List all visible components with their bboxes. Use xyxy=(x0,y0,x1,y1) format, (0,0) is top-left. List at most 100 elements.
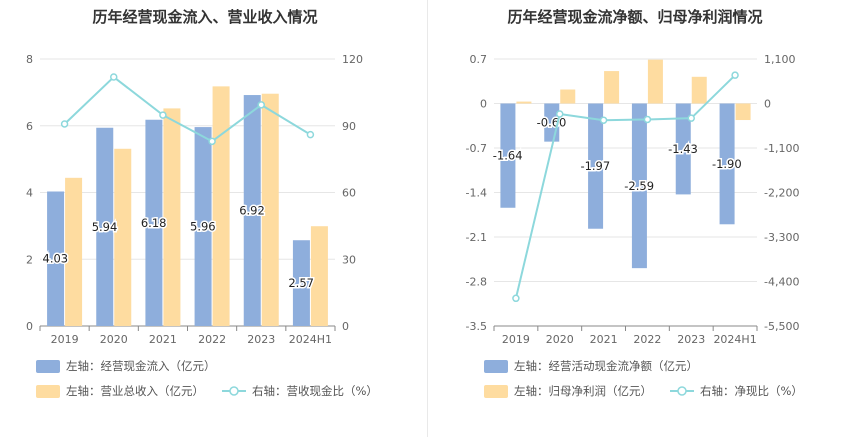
y-right-tick-label: -4,400 xyxy=(764,276,799,289)
bar-secondary xyxy=(212,86,230,327)
bar-data-label: 6.92 xyxy=(239,204,265,218)
bar-secondary xyxy=(735,103,751,121)
line-point xyxy=(643,115,652,124)
x-tick-label: 2024H1 xyxy=(713,333,756,346)
bar-secondary xyxy=(604,71,620,104)
bar-secondary xyxy=(65,177,83,326)
legend-label: 右轴：净现比（%） xyxy=(700,384,803,398)
y-right-tick-label: 1,100 xyxy=(764,53,796,66)
line-point xyxy=(599,116,608,124)
bar-secondary xyxy=(114,148,132,326)
x-tick-label: 2019 xyxy=(502,333,530,346)
line-point xyxy=(208,137,216,146)
bar-data-label: -2.59 xyxy=(624,179,654,193)
bar-data-label: 4.03 xyxy=(43,252,69,266)
bar-primary xyxy=(145,119,163,327)
legend-label: 左轴：经营活动现金流净额（亿元） xyxy=(514,359,698,373)
x-tick-label: 2021 xyxy=(590,333,618,346)
y-right-tick-label: 30 xyxy=(342,253,356,266)
y-right-tick-label: 60 xyxy=(342,187,356,200)
line-point xyxy=(257,101,265,109)
line-point xyxy=(556,110,564,118)
y-left-tick-label: -0.7 xyxy=(466,142,487,155)
y-left-tick-label: 2 xyxy=(26,253,33,266)
y-right-tick-label: 90 xyxy=(342,120,356,133)
y-right-tick-label: -5,500 xyxy=(764,320,799,333)
bar-data-label: 5.96 xyxy=(190,220,216,234)
line-point xyxy=(60,120,69,128)
x-tick-label: 2023 xyxy=(247,333,275,346)
y-left-tick-label: -1.4 xyxy=(466,187,487,200)
bar-data-label: 5.94 xyxy=(92,220,118,234)
y-left-tick-label: 6 xyxy=(26,120,33,133)
y-right-tick-label: 0 xyxy=(764,98,771,111)
legend-swatch-bar xyxy=(484,385,508,398)
x-tick-label: 2021 xyxy=(149,333,177,346)
bar-secondary xyxy=(310,226,328,326)
y-right-tick-label: -2,200 xyxy=(764,187,799,200)
bar-primary xyxy=(675,103,691,195)
line-series xyxy=(63,75,311,143)
line-series xyxy=(514,74,736,299)
bar-data-label: 2.57 xyxy=(288,276,314,290)
bar-primary xyxy=(588,103,604,229)
line-point xyxy=(306,130,315,139)
bar-data-label: -1.97 xyxy=(580,159,610,173)
y-right-tick-label: -3,300 xyxy=(764,231,799,244)
y-left-tick-label: 0 xyxy=(480,98,487,111)
bar-data-label: 6.18 xyxy=(141,216,167,230)
bar-data-label: -1.43 xyxy=(668,142,698,156)
bar-primary xyxy=(47,191,65,326)
x-tick-label: 2022 xyxy=(198,333,226,346)
bar-primary xyxy=(243,95,261,326)
bar-primary xyxy=(631,103,647,269)
bar-data-label: -1.90 xyxy=(712,157,742,171)
bar-primary xyxy=(500,103,516,208)
y-right-tick-label: -1,100 xyxy=(764,142,799,155)
x-tick-label: 2023 xyxy=(677,333,705,346)
x-tick-label: 2019 xyxy=(51,333,79,346)
x-tick-label: 2024H1 xyxy=(289,333,332,346)
bar-primary xyxy=(96,127,114,326)
y-left-tick-label: -2.1 xyxy=(466,231,487,244)
x-tick-label: 2022 xyxy=(633,333,661,346)
y-left-tick-label: -3.5 xyxy=(466,320,487,333)
bar-secondary xyxy=(261,93,279,327)
x-tick-label: 2020 xyxy=(100,333,128,346)
bar-secondary xyxy=(163,108,181,327)
legend-swatch-point xyxy=(229,386,239,396)
line-point xyxy=(159,111,167,119)
line-point xyxy=(731,71,739,79)
bar-data-label: -0.60 xyxy=(537,116,567,130)
legend-label: 左轴：营业总收入（亿元） xyxy=(66,384,204,398)
y-left-tick-label: 0.7 xyxy=(470,53,488,66)
legend-swatch-bar xyxy=(484,360,508,373)
bar-data-label: -1.64 xyxy=(493,149,523,163)
y-right-tick-label: 120 xyxy=(342,53,363,66)
chart-title: 历年经营现金流净额、归母净利润情况 xyxy=(507,8,762,26)
legend-label: 左轴：经营现金流入（亿元） xyxy=(66,359,216,373)
line-point xyxy=(110,73,118,81)
bar-secondary xyxy=(516,101,532,104)
y-right-tick-label: 0 xyxy=(342,320,349,333)
legend-swatch-bar xyxy=(36,385,60,398)
y-left-tick-label: -2.8 xyxy=(466,276,487,289)
panel-divider xyxy=(427,0,428,437)
bar-secondary xyxy=(560,89,576,104)
legend-swatch-point xyxy=(677,386,687,396)
legend-swatch-bar xyxy=(36,360,60,373)
y-left-tick-label: 4 xyxy=(26,187,33,200)
chart-title: 历年经营现金流入、营业收入情况 xyxy=(92,8,317,26)
bar-secondary xyxy=(647,59,663,104)
bar-primary xyxy=(719,103,735,225)
bar-primary xyxy=(292,240,310,326)
bar-primary xyxy=(194,127,212,327)
line-point xyxy=(687,114,695,122)
bar-secondary xyxy=(691,76,707,104)
y-left-tick-label: 8 xyxy=(26,53,33,66)
x-tick-label: 2020 xyxy=(546,333,574,346)
legend-label: 左轴：归母净利润（亿元） xyxy=(514,384,652,398)
legend-label: 右轴：营收现金比（%） xyxy=(252,384,378,398)
y-left-tick-label: 0 xyxy=(26,320,33,333)
